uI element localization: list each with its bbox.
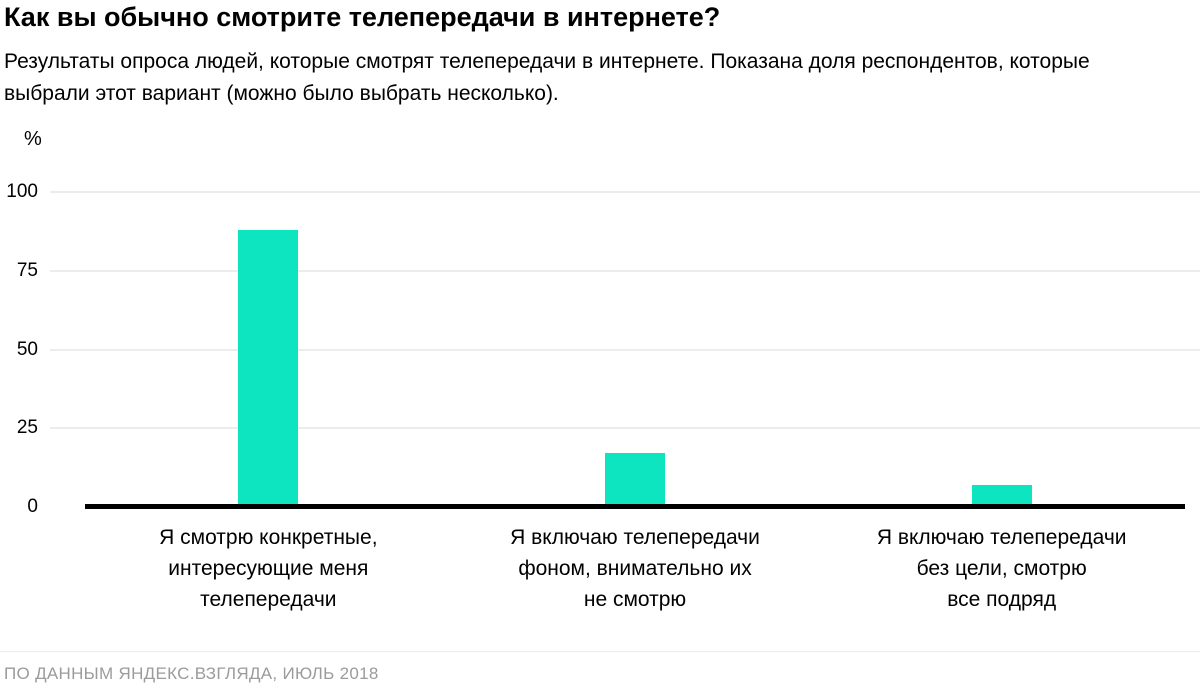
bar-1: [605, 453, 665, 507]
category-label-1: Я включаю телепередачи фоном, внимательн…: [510, 526, 760, 611]
chart-subtitle: Результаты опроса людей, которые смотрят…: [4, 50, 1090, 105]
gridlines: [50, 191, 1200, 507]
gridline-50: [50, 348, 1200, 351]
bar-2: [971, 484, 1032, 507]
y-axis-unit-label: %: [24, 128, 42, 150]
bar-0: [238, 229, 299, 507]
footer-divider: [0, 651, 1200, 652]
gridline-75: [50, 269, 1200, 272]
y-axis-tick-labels: 0 25 50 75 100: [0, 182, 38, 517]
y-tick-25: 25: [16, 417, 38, 439]
category-labels: Я смотрю конкретные, интересующие меня т…: [85, 522, 1185, 615]
category-label-0: Я смотрю конкретные, интересующие меня т…: [159, 526, 378, 611]
bars-area: [85, 192, 1185, 507]
category-label-2: Я включаю телепередачи без цели, смотрю …: [876, 526, 1127, 611]
bar-column-1: [452, 192, 819, 507]
gridline-25: [50, 427, 1200, 430]
bar-column-2: [818, 192, 1185, 507]
x-axis-line: [85, 504, 1185, 509]
y-tick-75: 75: [16, 259, 38, 281]
source-note: ПО ДАННЫМ ЯНДЕКС.ВЗГЛЯДА, ИЮЛЬ 2018: [4, 664, 379, 683]
chart-title: Как вы обычно смотрите телепередачи в ин…: [4, 2, 721, 32]
bar-column-0: [85, 192, 452, 507]
gridline-100: [50, 191, 1200, 193]
y-tick-100: 100: [6, 181, 38, 202]
y-tick-50: 50: [16, 338, 38, 360]
y-tick-0: 0: [27, 496, 38, 517]
